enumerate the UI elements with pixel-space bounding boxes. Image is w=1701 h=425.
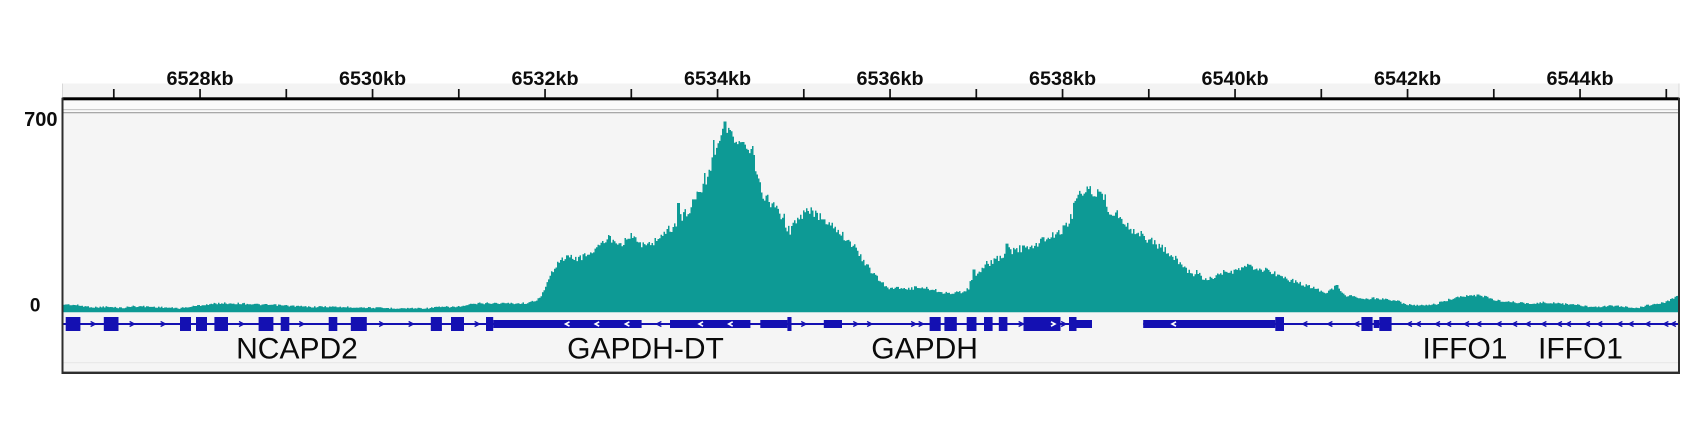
svg-text:0: 0 (30, 296, 41, 317)
svg-text:IFFO1: IFFO1 (1422, 333, 1507, 366)
svg-text:6528kb: 6528kb (166, 68, 233, 90)
svg-text:NCAPD2: NCAPD2 (236, 333, 358, 366)
svg-text:6542kb: 6542kb (1374, 68, 1441, 90)
svg-text:6532kb: 6532kb (511, 68, 578, 90)
svg-text:700: 700 (24, 109, 57, 131)
svg-text:6538kb: 6538kb (1029, 68, 1096, 90)
svg-text:6530kb: 6530kb (339, 68, 406, 90)
svg-text:6536kb: 6536kb (856, 68, 923, 90)
svg-text:6544kb: 6544kb (1546, 68, 1613, 90)
svg-text:6534kb: 6534kb (684, 68, 751, 90)
svg-text:GAPDH-DT: GAPDH-DT (567, 333, 724, 366)
svg-text:6540kb: 6540kb (1201, 68, 1268, 90)
svg-text:IFFO1: IFFO1 (1538, 333, 1623, 366)
svg-text:GAPDH: GAPDH (871, 333, 978, 366)
